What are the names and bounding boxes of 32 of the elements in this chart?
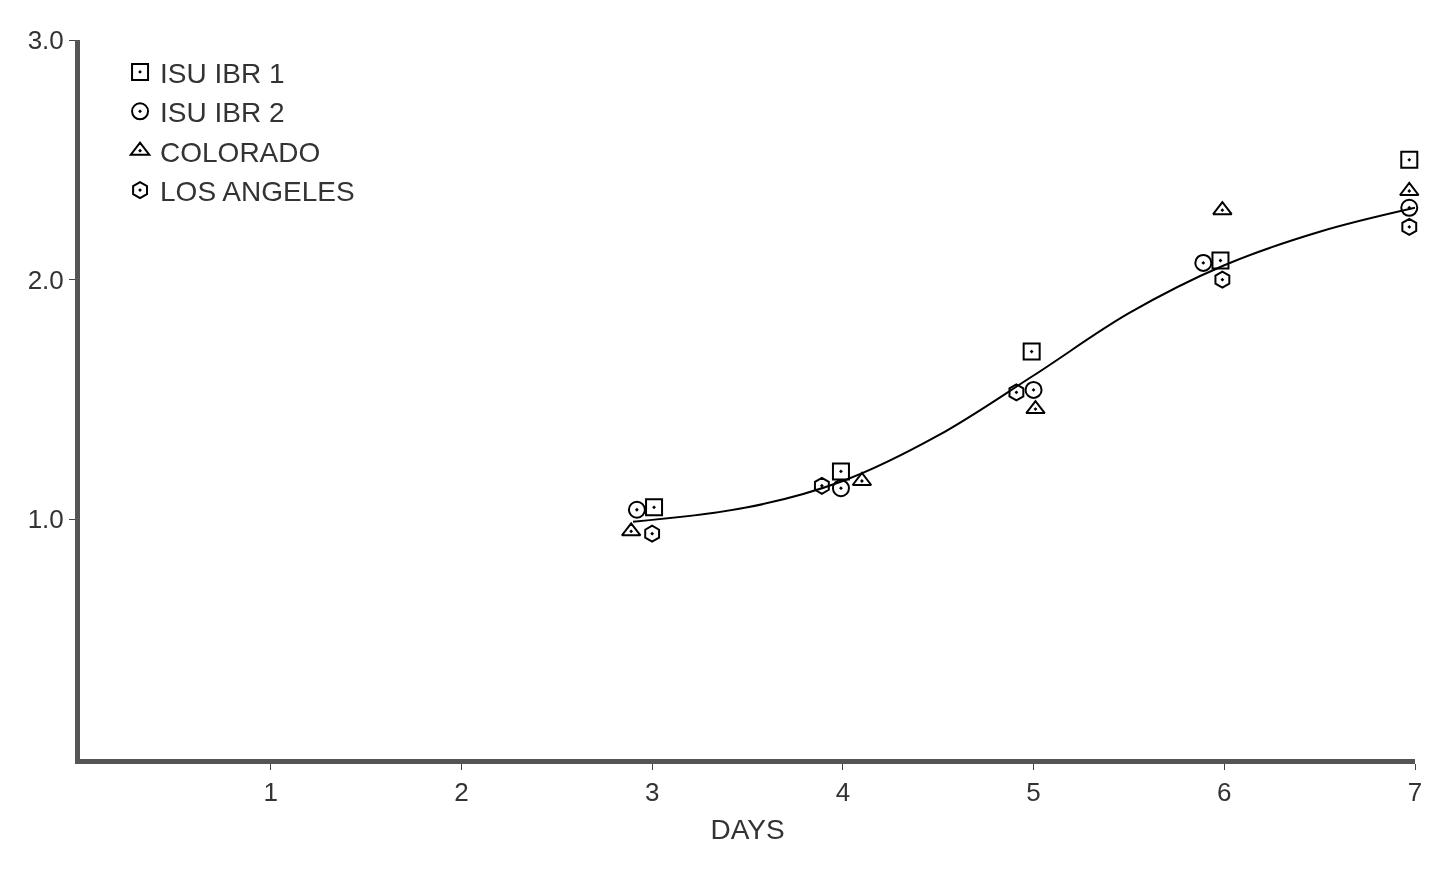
x-tick-label: 5 bbox=[1026, 777, 1041, 808]
point bbox=[1401, 217, 1418, 236]
x-tick-label: 4 bbox=[835, 777, 851, 808]
x-tick-label: 3 bbox=[644, 777, 660, 808]
point bbox=[1022, 342, 1041, 361]
point bbox=[627, 500, 646, 519]
x-tick-label: 7 bbox=[1407, 777, 1423, 808]
point bbox=[1008, 383, 1025, 402]
point bbox=[1400, 150, 1419, 169]
y-tick-label: 2.0 bbox=[27, 264, 64, 295]
point bbox=[831, 479, 850, 498]
point bbox=[1024, 380, 1043, 399]
point bbox=[813, 476, 830, 495]
y-tick-label: 3.0 bbox=[27, 25, 64, 56]
point bbox=[1214, 270, 1231, 289]
point bbox=[645, 498, 664, 517]
point bbox=[1211, 251, 1230, 270]
point bbox=[1212, 201, 1233, 216]
point bbox=[644, 524, 661, 543]
legend-label: ISU IBR 1 bbox=[160, 57, 285, 89]
legend-label: ISU IBR 2 bbox=[160, 97, 285, 129]
point bbox=[831, 462, 850, 481]
legend-label: COLORADO bbox=[160, 136, 321, 168]
x-tick-label: 1 bbox=[263, 777, 278, 808]
point bbox=[1194, 253, 1213, 272]
x-tick-label: 2 bbox=[454, 777, 469, 808]
point bbox=[1400, 198, 1419, 217]
x-tick-label: 6 bbox=[1217, 777, 1232, 808]
legend-label: LOS ANGELES bbox=[160, 176, 355, 208]
x-axis-title: DAYS bbox=[710, 814, 785, 846]
point bbox=[1025, 400, 1046, 415]
y-tick-label: 1.0 bbox=[27, 504, 64, 535]
